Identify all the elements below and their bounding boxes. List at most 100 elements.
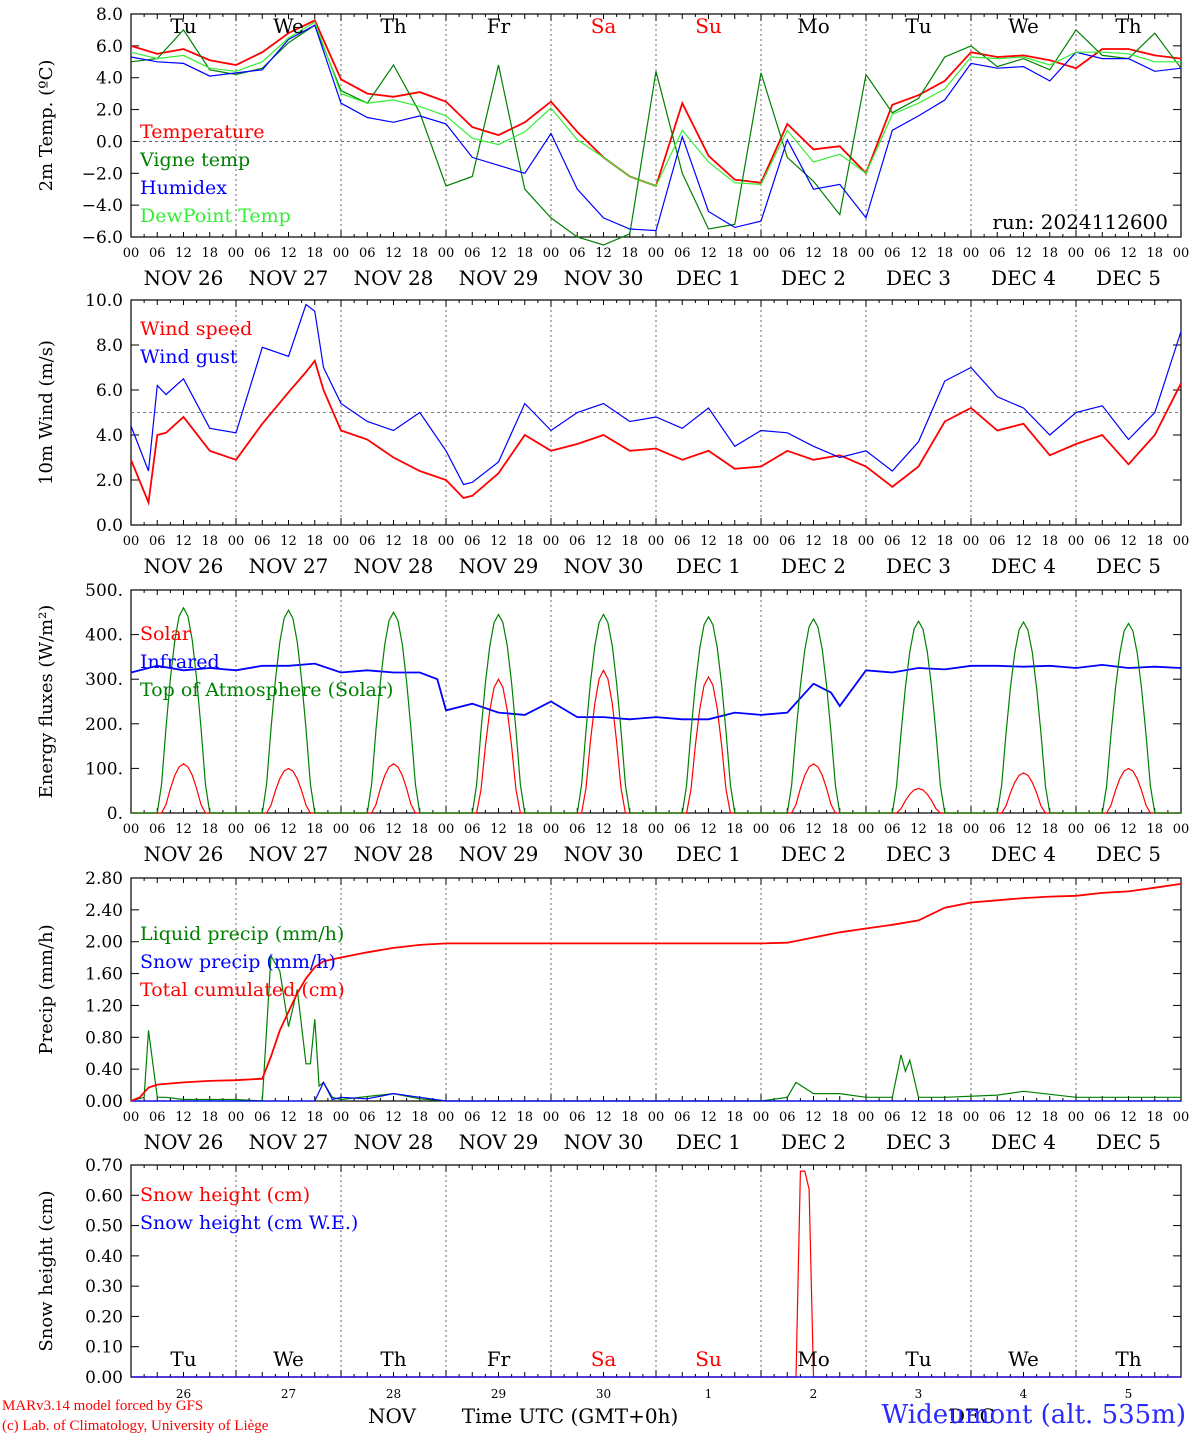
- y-tick-label: 0.60: [85, 1186, 123, 1206]
- hour-label: 12: [595, 1110, 612, 1125]
- hour-label: 12: [910, 534, 927, 549]
- hour-label: 12: [910, 246, 927, 261]
- hour-label: 18: [621, 1110, 638, 1125]
- hour-label: 12: [805, 822, 822, 837]
- series-line-top-of-atmosphere-solar-: [131, 606, 1181, 814]
- panel-snow-height: 0.00 0.10 0.20 0.30 0.40 0.50 0.60 0.70 Snow hei…: [36, 1156, 1182, 1428]
- hour-label: 12: [490, 534, 507, 549]
- weekday-label: We: [1008, 14, 1039, 38]
- hour-label: 00: [858, 822, 875, 837]
- y-tick-label: 8.0: [96, 5, 123, 25]
- hour-label: 12: [175, 534, 192, 549]
- hour-label: 06: [884, 534, 901, 549]
- hour-label: 18: [621, 534, 638, 549]
- weekday-label: Sa: [591, 1347, 617, 1371]
- hour-label: 12: [700, 246, 717, 261]
- y-tick-label: 0.50: [85, 1217, 123, 1237]
- hour-label: 06: [779, 534, 796, 549]
- y-tick-label: 400.: [85, 626, 123, 646]
- legend-entry: Snow precip (mm/h): [140, 951, 336, 973]
- hour-label: 06: [1094, 246, 1111, 261]
- hour-label: 00: [438, 1110, 455, 1125]
- hour-label: 18: [1041, 822, 1058, 837]
- hour-label: 00: [333, 822, 350, 837]
- y-tick-label: 2.40: [85, 901, 123, 921]
- date-label: DEC 1: [676, 266, 741, 290]
- hour-label: 18: [201, 822, 218, 837]
- hour-label: 00: [333, 1110, 350, 1125]
- date-label: DEC 3: [886, 1130, 951, 1154]
- hour-label: 12: [700, 822, 717, 837]
- hour-label: 00: [963, 246, 980, 261]
- y-tick-label: 0.: [107, 804, 123, 824]
- hour-label: 00: [333, 534, 350, 549]
- date-label: NOV 27: [249, 1130, 329, 1154]
- hour-label: 12: [595, 246, 612, 261]
- hour-label: 00: [1068, 534, 1085, 549]
- hour-label: 00: [543, 246, 560, 261]
- date-label: NOV 26: [144, 842, 224, 866]
- date-label: DEC 4: [991, 842, 1056, 866]
- hour-label: 06: [674, 822, 691, 837]
- y-tick-label: 300.: [85, 670, 123, 690]
- y-tick-label: 0.80: [85, 1028, 123, 1048]
- hour-label: 06: [569, 822, 586, 837]
- y-tick-label: 4.0: [96, 426, 123, 446]
- weekday-label: We: [273, 1347, 304, 1371]
- hour-label: 00: [1173, 822, 1190, 837]
- day-number-label: 2: [810, 1387, 818, 1401]
- hour-label: 06: [989, 534, 1006, 549]
- y-tick-label: 6.0: [96, 37, 123, 57]
- hour-label: 00: [1068, 246, 1085, 261]
- hour-label: 00: [648, 822, 665, 837]
- weekday-label: We: [1008, 1347, 1039, 1371]
- series-line-wind-gust: [130, 303, 1182, 486]
- hour-label: 00: [1173, 1110, 1190, 1125]
- legend-entry: Liquid precip (mm/h): [140, 923, 344, 945]
- hour-label: 12: [1015, 534, 1032, 549]
- hour-label: 00: [123, 246, 140, 261]
- month-label: NOV: [368, 1404, 417, 1428]
- series-line-infrared: [130, 662, 1182, 721]
- hour-label: 06: [254, 822, 271, 837]
- hour-label: 00: [963, 822, 980, 837]
- hour-label: 18: [1041, 1110, 1058, 1125]
- weekday-label: Tu: [170, 1347, 196, 1371]
- hour-label: 18: [516, 534, 533, 549]
- date-label: DEC 4: [991, 1130, 1056, 1154]
- hour-label: 00: [753, 246, 770, 261]
- hour-label: 06: [569, 534, 586, 549]
- y-tick-label: 4.0: [96, 69, 123, 89]
- hour-label: 06: [1094, 534, 1111, 549]
- hour-label: 00: [648, 534, 665, 549]
- weekday-label: Su: [695, 1347, 722, 1371]
- weekday-label: Tu: [905, 14, 931, 38]
- y-axis-label: Precip (mm/h): [36, 924, 57, 1054]
- legend-entry: Solar: [140, 623, 192, 645]
- panel-precipitation: 0.00 0.40 0.80 1.20 1.60 2.00 2.40 2.80 Precip (…: [36, 869, 1189, 1154]
- y-tick-label: 2.80: [85, 869, 123, 889]
- date-label: NOV 29: [459, 1130, 539, 1154]
- date-label: DEC 5: [1096, 1130, 1161, 1154]
- hour-label: 12: [1015, 1110, 1032, 1125]
- hour-label: 00: [858, 534, 875, 549]
- date-label: NOV 28: [354, 554, 434, 578]
- hour-label: 00: [1173, 534, 1190, 549]
- hour-label: 06: [149, 822, 166, 837]
- hour-label: 12: [1015, 246, 1032, 261]
- date-label: NOV 30: [564, 554, 644, 578]
- hour-label: 18: [831, 822, 848, 837]
- y-axis-label: Snow height (cm): [36, 1190, 57, 1351]
- hour-label: 00: [228, 246, 245, 261]
- hour-label: 18: [411, 1110, 428, 1125]
- day-number-label: 30: [596, 1387, 611, 1401]
- hour-label: 12: [805, 246, 822, 261]
- legend-entry: DewPoint Temp: [140, 205, 291, 227]
- hour-label: 00: [438, 246, 455, 261]
- hour-label: 18: [936, 246, 953, 261]
- hour-label: 12: [175, 1110, 192, 1125]
- hour-label: 00: [438, 822, 455, 837]
- hour-label: 12: [385, 534, 402, 549]
- hour-label: 00: [228, 1110, 245, 1125]
